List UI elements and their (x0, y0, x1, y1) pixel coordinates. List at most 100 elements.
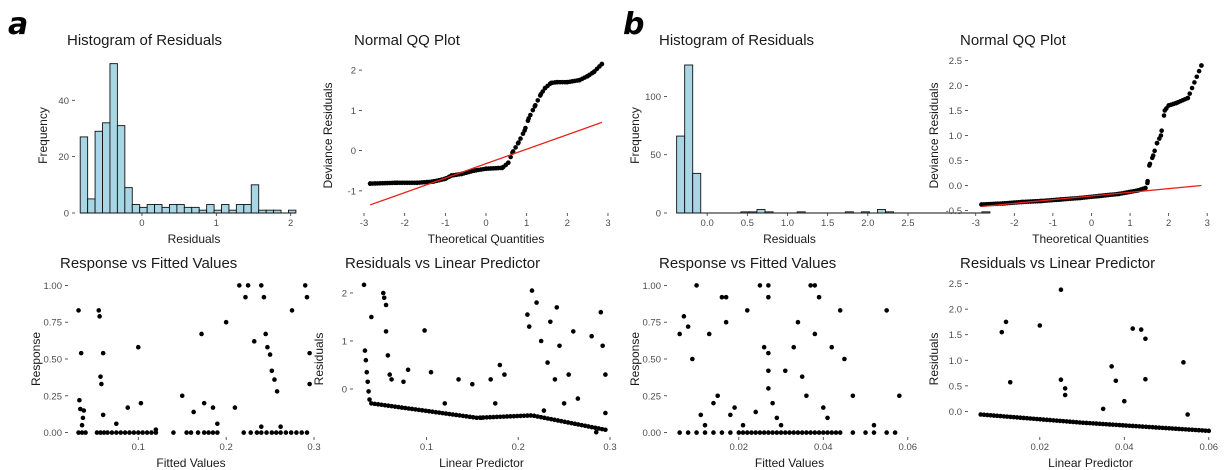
data-point (369, 314, 374, 320)
data-point (248, 430, 254, 435)
data-point (799, 374, 805, 379)
data-point (122, 430, 128, 435)
data-point (457, 413, 462, 418)
data-point (364, 369, 370, 375)
data-point (382, 402, 388, 408)
data-point (1001, 414, 1007, 419)
data-point (753, 409, 759, 415)
data-point (685, 324, 691, 329)
data-point (593, 429, 599, 435)
data-point (1187, 91, 1193, 96)
data-point (837, 308, 843, 313)
data-point (394, 180, 399, 186)
data-point (795, 319, 801, 325)
data-point (184, 430, 189, 435)
data-point (414, 180, 420, 186)
data-point (447, 411, 452, 417)
histogram-bar (79, 136, 89, 214)
data-point (254, 430, 260, 435)
data-point (808, 430, 813, 435)
data-point (981, 412, 987, 418)
data-point (677, 430, 682, 435)
data-point (561, 401, 567, 406)
data-point (778, 422, 784, 428)
data-point (278, 430, 283, 435)
y-tick-label: 100 (645, 92, 661, 103)
data-point (820, 405, 826, 410)
x-tick-label: 1.5 (821, 218, 834, 229)
y-tick-label: 2.5 (949, 279, 962, 290)
data-point (770, 430, 775, 435)
data-point (804, 430, 809, 435)
histogram-bar (94, 130, 103, 214)
data-point (728, 430, 733, 435)
data-point (603, 372, 608, 377)
data-point (1196, 68, 1202, 74)
data-point (1047, 417, 1053, 423)
x-tick-label: -3 (360, 218, 368, 229)
data-point (1061, 418, 1066, 424)
x-tick-label: 0.04 (814, 442, 833, 453)
data-point (766, 294, 771, 300)
histogram-bar (154, 204, 163, 214)
data-point (570, 329, 576, 334)
data-point (294, 430, 299, 435)
y-tick-label: 2.0 (949, 305, 962, 316)
data-point (685, 430, 691, 435)
y-tick-label: 0.00 (643, 428, 662, 439)
data-point (245, 283, 251, 288)
histogram-bar (250, 184, 260, 214)
data-point (600, 343, 605, 349)
y-axis-label: Response (29, 332, 43, 386)
subplot-a-response-vs-fitted: Response vs Fitted Values 0.1 0.2 0.3 0.00 0.… (29, 255, 321, 470)
data-point (387, 372, 393, 377)
data-point (258, 430, 264, 435)
data-point (494, 414, 500, 420)
data-point (450, 412, 456, 417)
data-point (307, 350, 312, 356)
x-axis-label: Theoretical Quantities (428, 232, 545, 246)
data-point (518, 413, 523, 419)
data-point (201, 400, 207, 406)
data-point (367, 181, 373, 186)
data-point (850, 393, 856, 399)
data-point (98, 430, 103, 435)
data-point (599, 61, 605, 67)
y-tick-label: 1.0 (949, 131, 962, 142)
data-point (820, 430, 826, 435)
y-tick-label: 0.0 (949, 407, 962, 418)
x-tick-label: 2 (1166, 218, 1171, 229)
data-point (766, 350, 771, 356)
histogram-bar (191, 206, 200, 214)
data-point (1057, 418, 1063, 424)
data-point (467, 414, 473, 420)
chart-title: Residuals vs Linear Predictor (960, 255, 1155, 272)
histogram-bar (877, 209, 886, 214)
data-point (442, 401, 448, 406)
data-point (1138, 327, 1144, 332)
data-point (149, 430, 154, 435)
data-point (1189, 85, 1195, 91)
data-point (603, 410, 608, 416)
data-point (1027, 416, 1033, 421)
data-point (1054, 418, 1060, 423)
data-point (744, 430, 750, 435)
data-point (263, 331, 268, 337)
chart-title: Normal QQ Plot (960, 32, 1067, 49)
data-point (766, 368, 771, 374)
x-tick-label: 2 (288, 218, 293, 229)
data-point (105, 430, 110, 435)
y-tick-label: 20 (58, 152, 69, 163)
data-point (994, 413, 1000, 419)
data-point (289, 308, 295, 313)
data-point (761, 430, 767, 435)
data-point (1176, 426, 1182, 432)
data-point (766, 386, 771, 391)
data-point (1137, 424, 1142, 429)
y-tick-label: 50 (650, 150, 661, 161)
data-point (138, 400, 144, 406)
data-point (1130, 423, 1136, 429)
y-tick-label: 0 (64, 209, 69, 220)
y-axis-label: Response (628, 332, 642, 386)
data-point (79, 430, 85, 435)
